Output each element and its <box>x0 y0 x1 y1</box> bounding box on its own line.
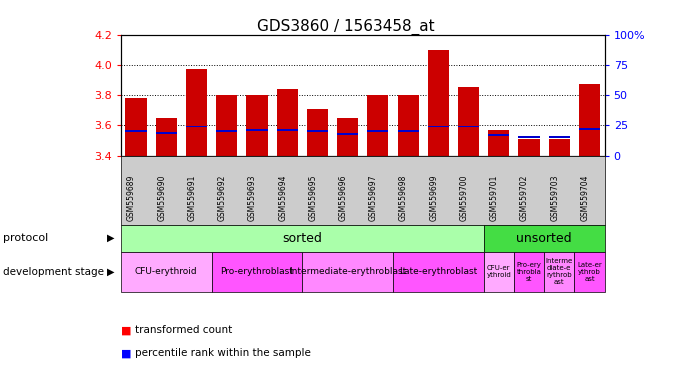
Text: GSM559691: GSM559691 <box>187 174 196 221</box>
Text: GSM559695: GSM559695 <box>308 174 317 221</box>
Text: GSM559704: GSM559704 <box>580 174 589 221</box>
Text: transformed count: transformed count <box>135 325 232 335</box>
Text: GSM559702: GSM559702 <box>520 174 529 221</box>
Text: Intermediate-erythroblast: Intermediate-erythroblast <box>289 267 406 276</box>
Bar <box>368 130 388 132</box>
Bar <box>337 133 358 135</box>
Bar <box>489 130 509 156</box>
Bar <box>216 95 237 156</box>
Text: GSM559692: GSM559692 <box>218 174 227 221</box>
Bar <box>518 136 540 138</box>
Text: percentile rank within the sample: percentile rank within the sample <box>135 348 311 358</box>
Bar <box>368 95 388 156</box>
Text: GSM559701: GSM559701 <box>490 174 499 221</box>
Text: GSM559689: GSM559689 <box>127 174 136 221</box>
Bar <box>337 118 358 156</box>
Text: development stage: development stage <box>3 266 104 277</box>
Bar <box>247 95 267 156</box>
Bar <box>579 128 600 130</box>
Text: GSM559690: GSM559690 <box>158 174 167 221</box>
Bar <box>126 130 146 132</box>
Bar <box>247 129 267 131</box>
Bar <box>458 88 479 156</box>
Text: GSM559693: GSM559693 <box>248 174 257 221</box>
Text: GSM559700: GSM559700 <box>460 174 468 221</box>
Text: Late-erythroblast: Late-erythroblast <box>399 267 477 276</box>
Text: ■: ■ <box>121 325 131 335</box>
Bar <box>276 89 298 156</box>
Text: Pro-erythroblast: Pro-erythroblast <box>220 267 294 276</box>
Bar <box>549 139 570 156</box>
Text: CFU-erythroid: CFU-erythroid <box>135 267 198 276</box>
Text: GSM559703: GSM559703 <box>550 174 559 221</box>
Bar <box>307 130 328 132</box>
Bar <box>276 129 298 131</box>
Bar <box>397 130 419 132</box>
Text: sorted: sorted <box>283 232 322 245</box>
Text: Late-er
ythrob
ast: Late-er ythrob ast <box>577 262 602 282</box>
Bar <box>428 50 449 156</box>
Bar <box>307 109 328 156</box>
Bar <box>186 126 207 127</box>
Bar <box>518 139 540 156</box>
Bar <box>397 95 419 156</box>
Text: ▶: ▶ <box>107 233 115 243</box>
Bar <box>579 84 600 156</box>
Text: GSM559696: GSM559696 <box>339 174 348 221</box>
Bar <box>126 98 146 156</box>
Text: Pro-ery
throbla
st: Pro-ery throbla st <box>517 262 542 282</box>
Text: ■: ■ <box>121 348 131 358</box>
Bar <box>155 132 177 134</box>
Text: GSM559697: GSM559697 <box>369 174 378 221</box>
Text: GDS3860 / 1563458_at: GDS3860 / 1563458_at <box>256 19 435 35</box>
Text: GSM559699: GSM559699 <box>429 174 438 221</box>
Text: unsorted: unsorted <box>516 232 572 245</box>
Text: GSM559694: GSM559694 <box>278 174 287 221</box>
Text: Interme
diate-e
rythrob
ast: Interme diate-e rythrob ast <box>546 258 573 285</box>
Bar <box>489 134 509 136</box>
Text: GSM559698: GSM559698 <box>399 174 408 221</box>
Text: ▶: ▶ <box>107 266 115 277</box>
Text: protocol: protocol <box>3 233 48 243</box>
Bar <box>186 70 207 156</box>
Bar <box>428 126 449 127</box>
Bar <box>549 136 570 138</box>
Bar <box>155 118 177 156</box>
Bar <box>216 130 237 132</box>
Text: CFU-er
ythroid: CFU-er ythroid <box>486 265 511 278</box>
Bar <box>458 126 479 127</box>
